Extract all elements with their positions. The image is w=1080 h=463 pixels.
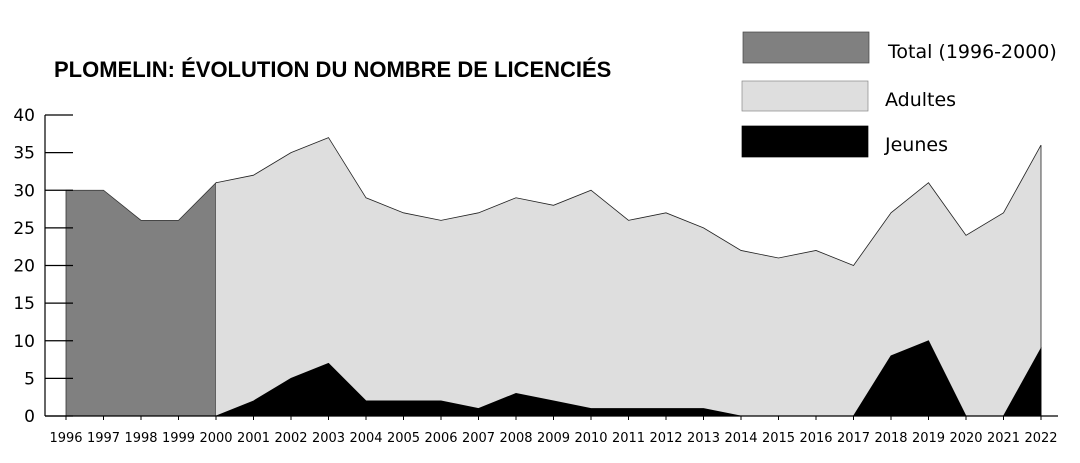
legend-swatch-total	[742, 31, 870, 64]
legend: Total (1996-2000) Adultes Jeunes	[741, 31, 1057, 158]
axes: 0 5 10 15 20 25 30 35 40 1996 1997 1998 1999 2000 2001…	[13, 106, 1058, 446]
x-tick-label: 2017	[837, 431, 870, 446]
x-tick-label: 2016	[799, 431, 832, 446]
legend-label-total: Total (1996-2000)	[887, 41, 1057, 63]
y-tick-label: 10	[13, 332, 35, 352]
x-tick-label: 2001	[237, 431, 270, 446]
x-tick-label: 2010	[574, 431, 607, 446]
x-tick-label: 1998	[124, 431, 157, 446]
x-tick-label: 2022	[1024, 431, 1057, 446]
x-tick-label: 2018	[874, 431, 907, 446]
y-tick-label: 35	[13, 144, 35, 164]
x-tick-label: 2014	[724, 431, 757, 446]
x-tick-label: 2007	[462, 431, 495, 446]
area-adultes	[216, 137, 1041, 416]
x-tick-label: 1996	[49, 431, 82, 446]
x-tick-label: 2011	[612, 431, 645, 446]
y-tick-label: 5	[24, 369, 35, 389]
x-tick-label: 2004	[349, 431, 382, 446]
y-tick-label: 30	[13, 181, 35, 201]
x-tick-label: 2005	[387, 431, 420, 446]
y-tick-label: 40	[13, 106, 35, 126]
x-tick-label: 2013	[687, 431, 720, 446]
x-tick-label: 2012	[649, 431, 682, 446]
y-tick-label: 15	[13, 294, 35, 314]
x-tick-label: 2008	[499, 431, 532, 446]
x-tick-label: 1999	[162, 431, 195, 446]
y-tick-label: 0	[24, 407, 35, 427]
x-tick-label: 2002	[274, 431, 307, 446]
chart-title: PLOMELIN: ÉVOLUTION DU NOMBRE DE LICENCI…	[54, 57, 611, 82]
x-tick-label: 2021	[987, 431, 1020, 446]
x-tick-label: 1997	[87, 431, 120, 446]
area-total	[65, 181, 217, 417]
x-tick-label: 2006	[424, 431, 457, 446]
plot-areas	[65, 137, 1042, 417]
x-tick-label: 2000	[199, 431, 232, 446]
x-tick-label: 2019	[912, 431, 945, 446]
y-tick-label: 25	[13, 219, 35, 239]
x-tick-label: 2009	[537, 431, 570, 446]
legend-swatch-adultes	[741, 80, 869, 112]
legend-label-jeunes: Jeunes	[884, 134, 948, 156]
x-tick-label: 2003	[312, 431, 345, 446]
y-tick-label: 20	[13, 257, 35, 277]
x-tick-label: 2015	[762, 431, 795, 446]
legend-swatch-jeunes	[741, 125, 869, 158]
x-tick-label: 2020	[949, 431, 982, 446]
legend-label-adultes: Adultes	[885, 89, 956, 111]
line-adultes-top	[215, 137, 1042, 266]
